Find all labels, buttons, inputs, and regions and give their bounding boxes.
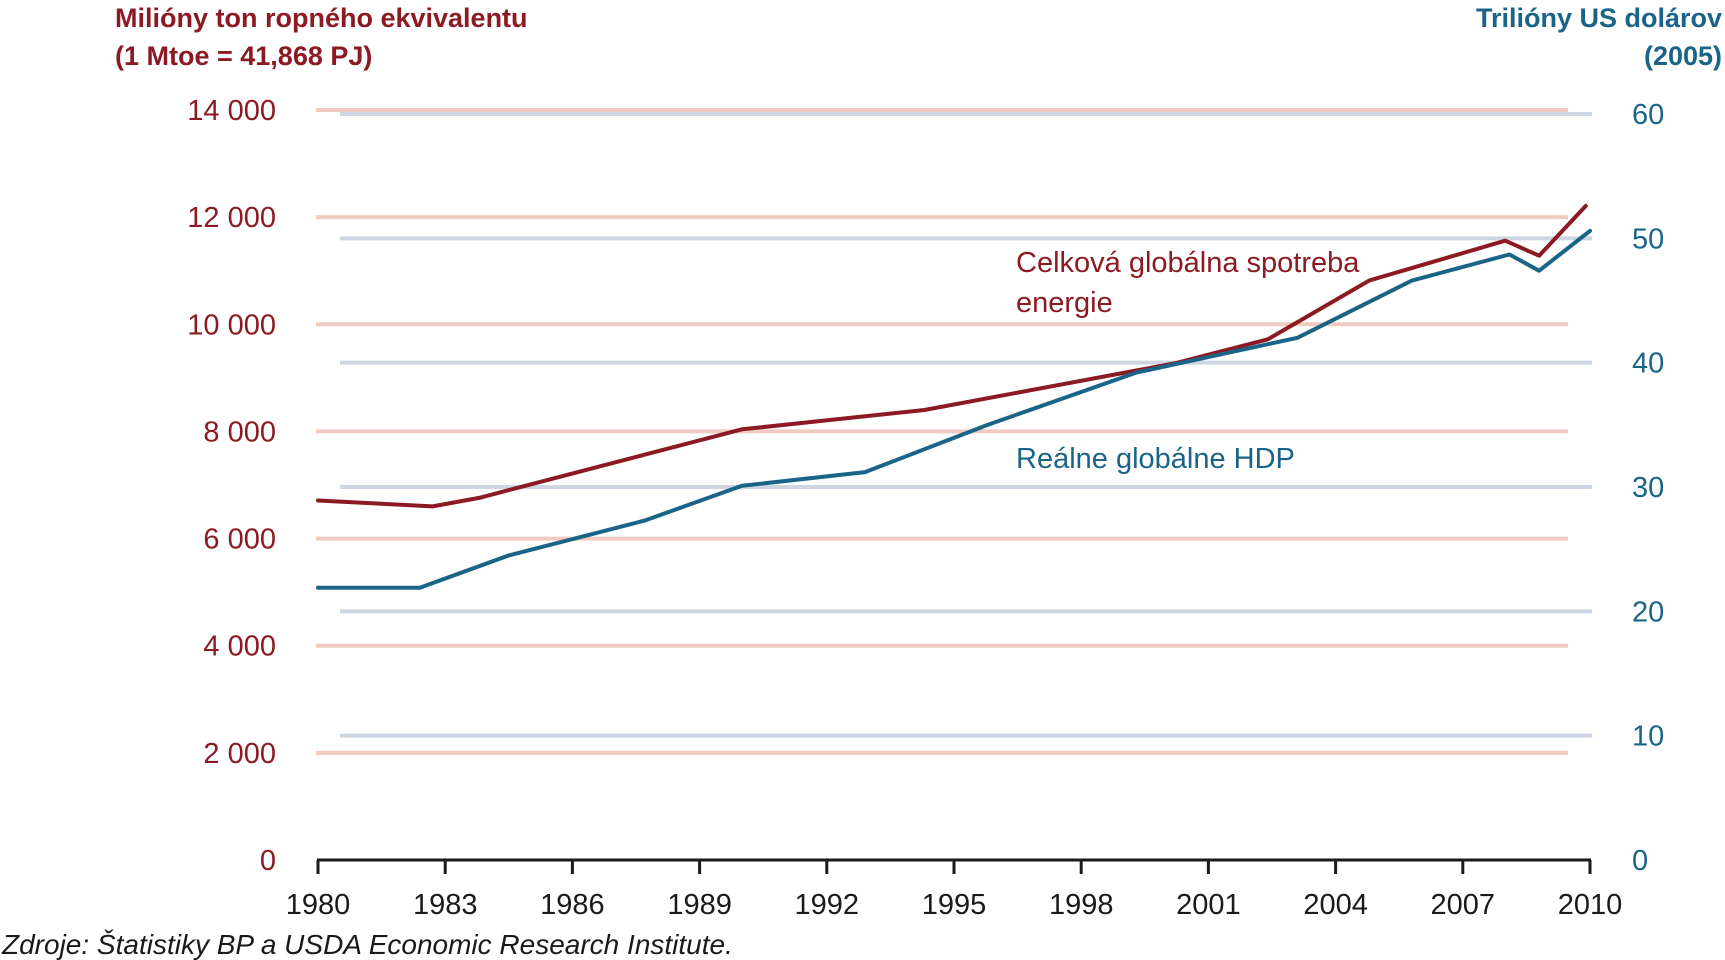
x-tick-label: 2004 <box>1303 889 1368 921</box>
right-axis-title-line1: Trilióny US dolárov <box>1476 3 1722 33</box>
x-tick-label: 1983 <box>413 889 478 921</box>
left-tick-label: 0 <box>260 845 276 877</box>
x-tick-label: 2001 <box>1176 889 1241 921</box>
left-tick-label: 8 000 <box>203 416 276 448</box>
left-gridlines <box>316 108 1568 755</box>
left-axis-title-line1: Milióny ton ropného ekvivalentu <box>115 3 528 33</box>
right-axis-title-line2: (2005) <box>1644 41 1722 71</box>
left-tick-label: 4 000 <box>203 631 276 663</box>
series-label-energy-line2: energie <box>1016 287 1113 319</box>
left-tick-label: 14 000 <box>187 95 276 127</box>
right-tick-label: 20 <box>1632 596 1664 628</box>
x-tick-label: 1995 <box>922 889 987 921</box>
left-axis-ticks: 0 2 000 4 000 6 000 8 000 10 000 12 000 14 000 <box>187 95 276 877</box>
right-tick-label: 10 <box>1632 721 1664 753</box>
series-label-gdp: Reálne globálne HDP <box>1016 443 1295 475</box>
x-tick-label: 1986 <box>540 889 605 921</box>
left-tick-label: 6 000 <box>203 524 276 556</box>
right-tick-label: 30 <box>1632 472 1664 504</box>
right-gridlines <box>340 112 1592 738</box>
x-tick-label: 1992 <box>795 889 860 921</box>
left-axis-title-line2: (1 Mtoe = 41,868 PJ) <box>115 41 372 71</box>
right-tick-label: 50 <box>1632 223 1664 255</box>
x-tick-label: 2010 <box>1558 889 1623 921</box>
right-tick-label: 40 <box>1632 348 1664 380</box>
right-tick-label: 60 <box>1632 99 1664 131</box>
left-tick-label: 2 000 <box>203 738 276 770</box>
x-tick-label: 2007 <box>1431 889 1496 921</box>
right-axis-ticks: 0 10 20 30 40 50 60 <box>1632 99 1664 877</box>
left-tick-label: 12 000 <box>187 202 276 234</box>
x-axis-ticks: 1980 1983 1986 1989 1992 1995 1998 2001 2004 2007… <box>286 860 1623 921</box>
x-tick-label: 1980 <box>286 889 351 921</box>
x-tick-label: 1998 <box>1049 889 1114 921</box>
x-tick-label: 1989 <box>667 889 732 921</box>
source-note: Zdroje: Štatistiky BP a USDA Economic Re… <box>1 929 733 960</box>
series-line-energy <box>316 203 1588 509</box>
left-tick-label: 10 000 <box>187 309 276 341</box>
series-label-energy-line1: Celková globálna spotreba <box>1016 247 1360 279</box>
series-line-gdp <box>316 228 1592 590</box>
right-tick-label: 0 <box>1632 845 1648 877</box>
